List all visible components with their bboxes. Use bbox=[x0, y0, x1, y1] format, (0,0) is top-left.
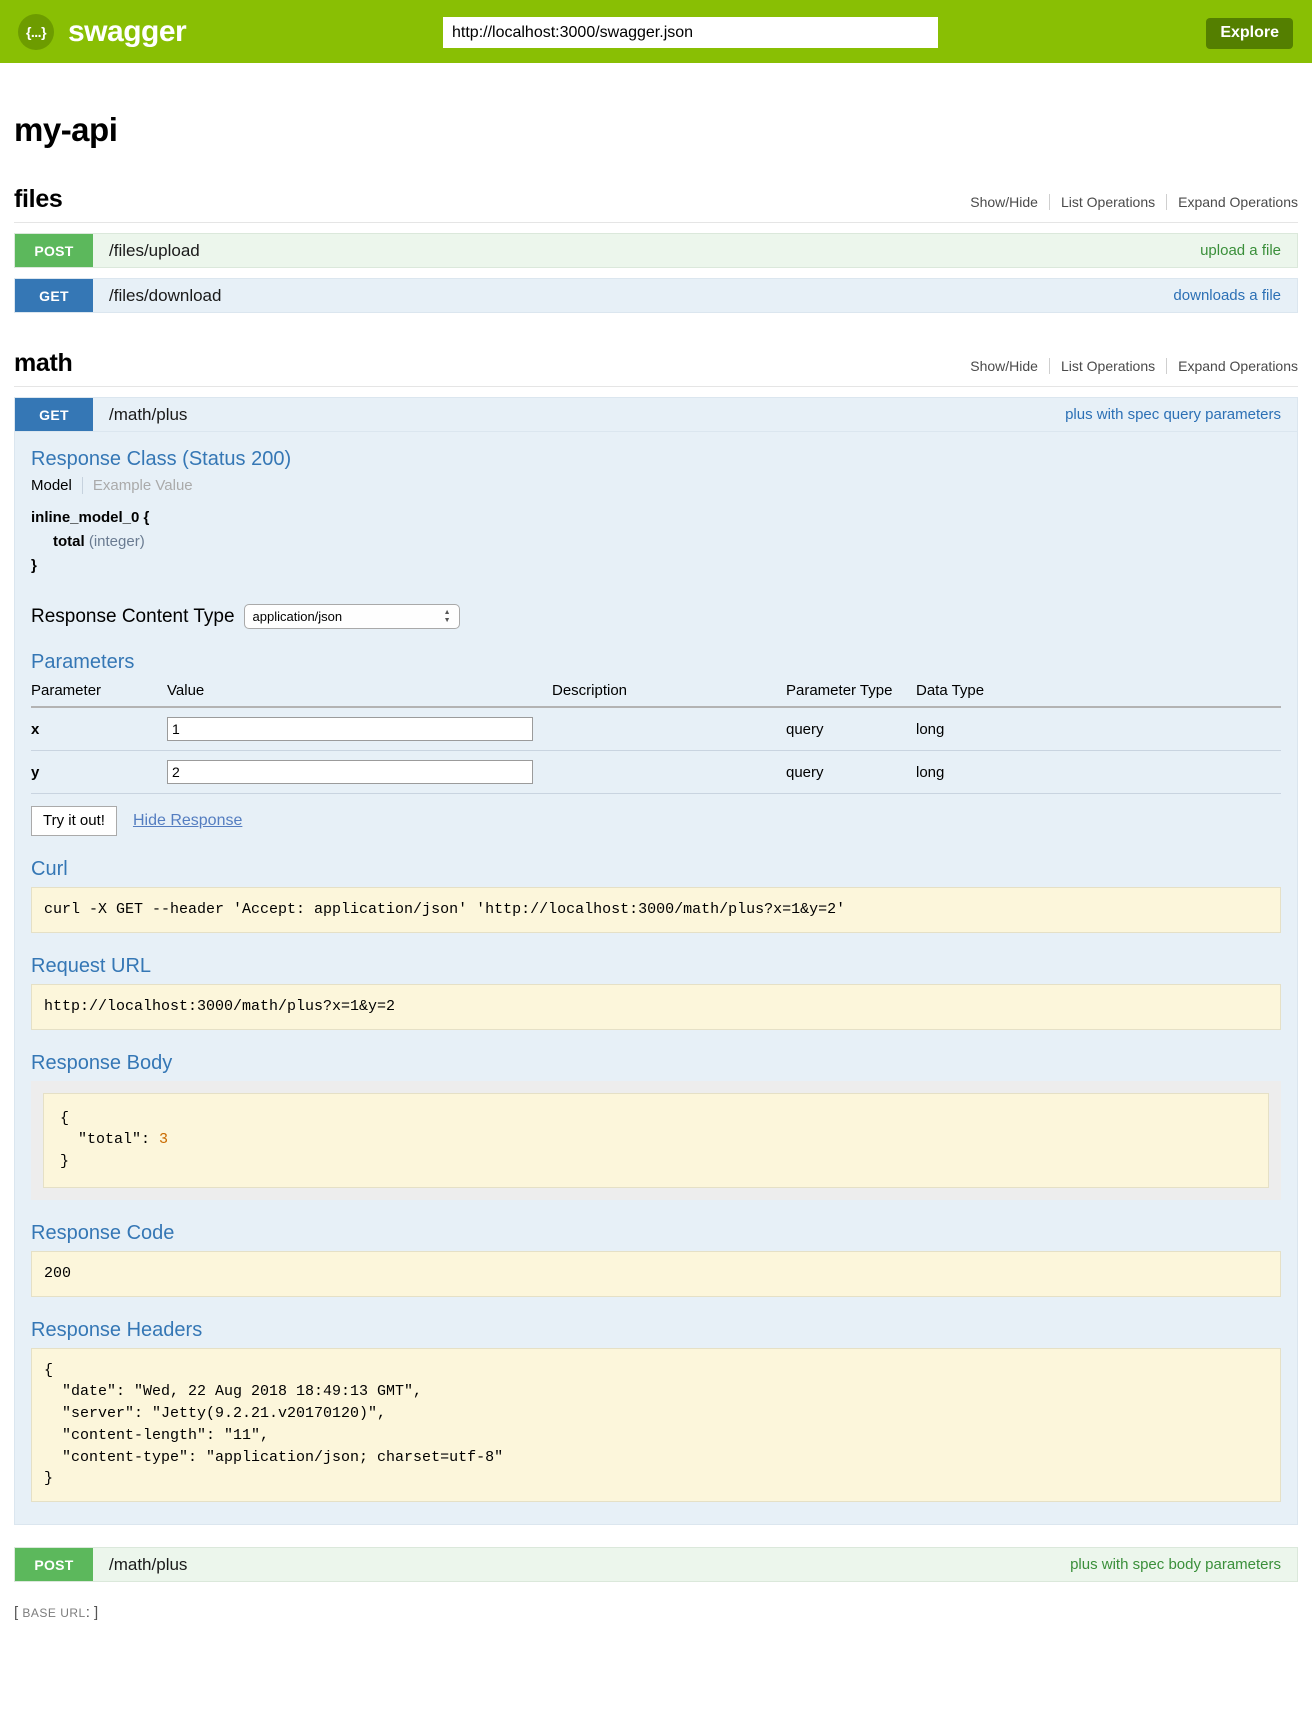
method-badge-post: POST bbox=[15, 1548, 93, 1581]
model-property-name: total bbox=[53, 533, 85, 550]
response-content-type-label: Response Content Type bbox=[31, 605, 235, 627]
swagger-braces-icon: {...} bbox=[18, 13, 54, 50]
response-class-title: Response Class (Status 200) bbox=[31, 448, 292, 470]
operation-path[interactable]: /files/download bbox=[109, 285, 222, 305]
response-model: inline_model_0 { total (integer) } bbox=[31, 506, 1281, 578]
show-hide-link-files[interactable]: Show/Hide bbox=[959, 194, 1050, 210]
swagger-topbar: {...} swagger Explore bbox=[0, 0, 1312, 63]
expand-operations-link-files[interactable]: Expand Operations bbox=[1178, 194, 1298, 210]
list-operations-link-math[interactable]: List Operations bbox=[1050, 358, 1168, 374]
table-row: x query long bbox=[31, 707, 1281, 751]
response-body-key: "total": bbox=[60, 1131, 160, 1149]
base-url-label: BASE URL bbox=[22, 1606, 86, 1620]
column-header-parameter-type: Parameter Type bbox=[786, 680, 916, 708]
column-header-data-type: Data Type bbox=[916, 680, 1281, 708]
operation-path[interactable]: /files/upload bbox=[109, 240, 200, 260]
swagger-logo-link[interactable]: {...} swagger bbox=[18, 13, 187, 50]
model-property-total: total (integer) bbox=[31, 530, 1281, 554]
operation-body: Response Class (Status 200) Model Exampl… bbox=[14, 432, 1298, 1525]
response-body-value: 3 bbox=[159, 1131, 169, 1149]
resource-header-math: math Show/Hide List Operations Expand Op… bbox=[14, 349, 1298, 387]
operation-summary[interactable]: upload a file bbox=[1200, 242, 1281, 259]
resource-options-math: Show/Hide List Operations Expand Operati… bbox=[959, 358, 1298, 374]
spec-url-form bbox=[443, 17, 938, 48]
operation-get-files-download[interactable]: GET /files/download downloads a file bbox=[14, 278, 1298, 313]
model-close: } bbox=[31, 557, 37, 574]
response-content-type-select[interactable]: application/json bbox=[243, 604, 460, 629]
parameter-datatype-x: long bbox=[916, 707, 1281, 751]
tab-model[interactable]: Model bbox=[31, 477, 72, 494]
parameter-input-x[interactable] bbox=[167, 717, 533, 741]
model-tabs: Model Example Value bbox=[31, 477, 1281, 494]
parameter-name-y: y bbox=[31, 750, 167, 794]
method-badge-get: GET bbox=[15, 279, 93, 312]
column-header-description: Description bbox=[552, 680, 786, 708]
parameters-table: Parameter Value Description Parameter Ty… bbox=[31, 680, 1281, 794]
operation-path[interactable]: /math/plus bbox=[109, 1554, 188, 1574]
swagger-logo-text: swagger bbox=[68, 14, 187, 48]
parameter-datatype-y: long bbox=[916, 750, 1281, 794]
tab-example-value[interactable]: Example Value bbox=[81, 477, 203, 494]
request-url-block: http://localhost:3000/math/plus?x=1&y=2 bbox=[31, 983, 1281, 1030]
curl-command-block: curl -X GET --header 'Accept: applicatio… bbox=[31, 887, 1281, 933]
parameters-title: Parameters bbox=[31, 651, 135, 673]
operation-post-math-plus[interactable]: POST /math/plus plus with spec body para… bbox=[14, 1547, 1298, 1582]
operation-path[interactable]: /math/plus bbox=[109, 404, 188, 424]
response-body-wrapper: { "total": 3 } bbox=[31, 1080, 1281, 1200]
parameter-input-y[interactable] bbox=[167, 760, 533, 784]
operation-post-files-upload[interactable]: POST /files/upload upload a file bbox=[14, 233, 1298, 268]
resource-name-math: math bbox=[14, 349, 73, 377]
footer-base-url: [ BASE URL: ] bbox=[0, 1604, 1312, 1621]
list-operations-link-files[interactable]: List Operations bbox=[1050, 194, 1168, 210]
parameters-header-row: Parameter Value Description Parameter Ty… bbox=[31, 680, 1281, 708]
parameter-type-x: query bbox=[786, 707, 916, 751]
column-header-value: Value bbox=[167, 680, 552, 708]
model-open: inline_model_0 { bbox=[31, 509, 150, 526]
parameter-value-cell-x bbox=[167, 707, 552, 751]
response-body-block: { "total": 3 } bbox=[43, 1092, 1269, 1188]
parameter-value-cell-y bbox=[167, 750, 552, 794]
response-body-title: Response Body bbox=[31, 1051, 173, 1074]
expand-operations-link-math[interactable]: Expand Operations bbox=[1178, 358, 1298, 374]
parameter-type-y: query bbox=[786, 750, 916, 794]
try-it-out-button[interactable]: Try it out! bbox=[31, 806, 117, 836]
footer-colon: : bbox=[85, 1604, 95, 1621]
response-headers-title: Response Headers bbox=[31, 1318, 203, 1341]
resource-header-files: files Show/Hide List Operations Expand O… bbox=[14, 185, 1298, 223]
resource-options-files: Show/Hide List Operations Expand Operati… bbox=[959, 194, 1298, 210]
request-url-title: Request URL bbox=[31, 954, 152, 977]
resource-math: math Show/Hide List Operations Expand Op… bbox=[14, 349, 1298, 1582]
parameter-description-x bbox=[552, 707, 786, 751]
show-hide-link-math[interactable]: Show/Hide bbox=[959, 358, 1050, 374]
response-headers-block: { "date": "Wed, 22 Aug 2018 18:49:13 GMT… bbox=[31, 1347, 1281, 1502]
response-body-close: } bbox=[60, 1153, 70, 1170]
response-body-open: { bbox=[60, 1109, 70, 1127]
page-title: my-api bbox=[14, 111, 118, 148]
resource-name-files: files bbox=[14, 185, 63, 213]
response-content-type-wrapper: application/json ▲ ▼ bbox=[243, 604, 460, 629]
column-header-parameter: Parameter bbox=[31, 680, 167, 708]
footer-open-bracket: [ bbox=[14, 1604, 19, 1621]
model-property-type: (integer) bbox=[88, 533, 145, 550]
method-badge-get: GET bbox=[15, 398, 93, 431]
curl-title: Curl bbox=[31, 858, 68, 880]
spec-url-input[interactable] bbox=[443, 17, 938, 48]
footer-close-bracket: ] bbox=[94, 1604, 99, 1621]
operation-summary[interactable]: downloads a file bbox=[1173, 287, 1281, 304]
response-content-type-row: Response Content Type application/json ▲… bbox=[31, 604, 1281, 629]
submit-row: Try it out! Hide Response bbox=[31, 806, 1281, 836]
explore-button[interactable]: Explore bbox=[1206, 18, 1293, 49]
resource-files: files Show/Hide List Operations Expand O… bbox=[14, 185, 1298, 313]
response-code-block: 200 bbox=[31, 1250, 1281, 1297]
operation-summary[interactable]: plus with spec body parameters bbox=[1070, 1556, 1281, 1573]
method-badge-post: POST bbox=[15, 234, 93, 267]
operation-get-math-plus: GET /math/plus plus with spec query para… bbox=[14, 397, 1298, 1525]
operation-header-get-math-plus[interactable]: GET /math/plus plus with spec query para… bbox=[14, 397, 1298, 432]
response-code-title: Response Code bbox=[31, 1221, 175, 1244]
operation-summary[interactable]: plus with spec query parameters bbox=[1065, 406, 1281, 423]
hide-response-link[interactable]: Hide Response bbox=[132, 812, 243, 829]
table-row: y query long bbox=[31, 750, 1281, 794]
parameter-description-y bbox=[552, 750, 786, 794]
parameter-name-x: x bbox=[31, 707, 167, 751]
